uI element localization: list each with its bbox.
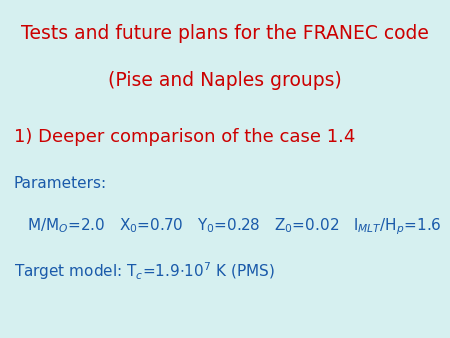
Text: (Pise and Naples groups): (Pise and Naples groups) — [108, 71, 342, 90]
Text: 1) Deeper comparison of the case 1.4: 1) Deeper comparison of the case 1.4 — [14, 128, 355, 146]
Text: Tests and future plans for the FRANEC code: Tests and future plans for the FRANEC co… — [21, 24, 429, 43]
Text: Parameters:: Parameters: — [14, 176, 107, 191]
Text: Target model: T$_c$=1.9$\cdot$10$^7$ K (PMS): Target model: T$_c$=1.9$\cdot$10$^7$ K (… — [14, 260, 274, 282]
Text: M/M$_O$=2.0   X$_0$=0.70   Y$_0$=0.28   Z$_0$=0.02   l$_{MLT}$/H$_p$=1.6: M/M$_O$=2.0 X$_0$=0.70 Y$_0$=0.28 Z$_0$=… — [27, 216, 441, 237]
